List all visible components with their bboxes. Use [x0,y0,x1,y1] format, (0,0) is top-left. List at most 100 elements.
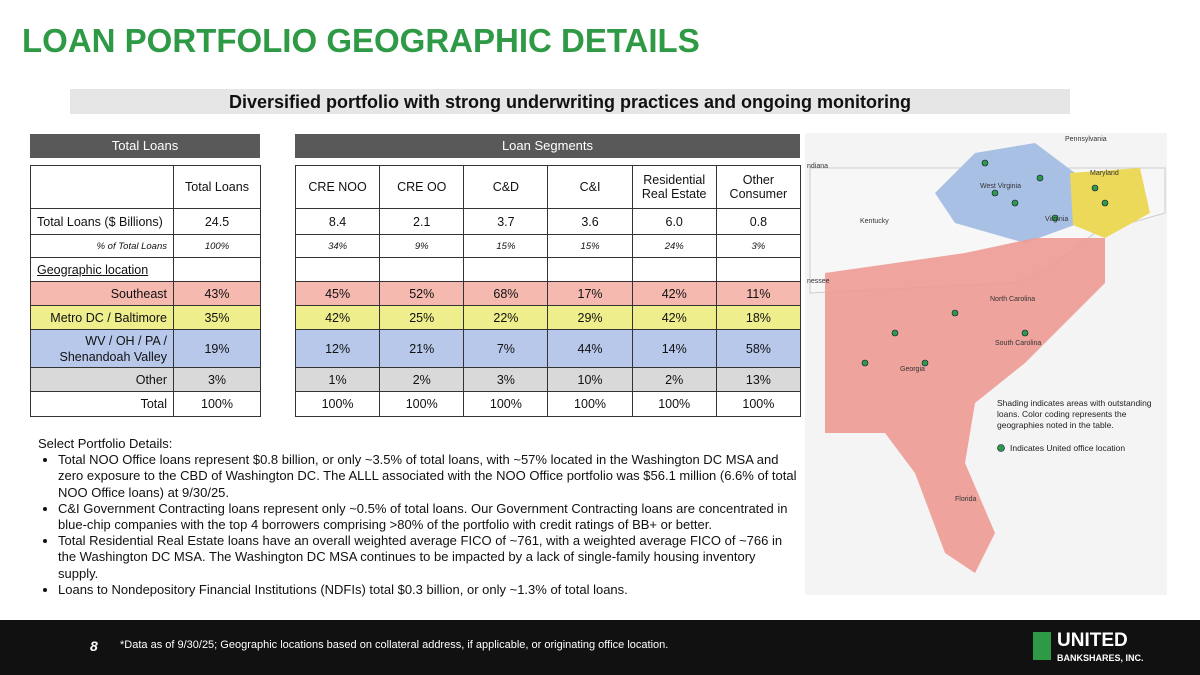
cell [715,257,802,282]
cell: 44% [547,329,633,368]
cell: 34% [294,234,381,258]
cell [379,257,465,282]
cell: 21% [379,329,465,368]
header-cell: Other Consumer [715,165,802,209]
cell: 100% [173,391,261,417]
cell: 3.7 [463,208,549,235]
row: 42% 25% 22% 29% 42% 18% [294,305,802,330]
details: Select Portfolio Details: Total NOO Offi… [38,436,798,598]
header-row: Total Loans [30,165,261,209]
map-label: Georgia [900,366,925,373]
cell: 12% [294,329,381,368]
row-label: % of Total Loans [30,234,174,258]
cell: 42% [294,305,381,330]
cell [631,257,717,282]
map-label: West Virginia [980,183,1021,190]
cell: 8.4 [294,208,381,235]
map-label: Florida [955,496,977,503]
segments-table: CRE NOO CRE OO C&D C&I Residential Real Esta… [294,165,802,417]
cell: 3% [463,367,549,392]
detail-item: Loans to Nondepository Financial Institu… [58,582,798,598]
cell: 45% [294,281,381,306]
footer: 8 *Data as of 9/30/25; Geographic locati… [0,620,1200,675]
cell: 2% [631,367,717,392]
cell: 11% [715,281,802,306]
cell: 17% [547,281,633,306]
row-label: Metro DC / Baltimore [30,305,174,330]
map-label: Virginia [1045,216,1068,223]
cell: 2% [379,367,465,392]
cell: 15% [547,234,633,258]
row: Other 3% [30,367,261,392]
row: 8.4 2.1 3.7 3.6 6.0 0.8 [294,208,802,235]
map-label: South Carolina [995,340,1041,347]
logo-top: UNITED [1057,630,1128,651]
office-dots [861,159,1109,367]
detail-item: Total Residential Real Estate loans have… [58,533,798,582]
header-row: CRE NOO CRE OO C&D C&I Residential Real Esta… [294,165,802,209]
row: 12% 21% 7% 44% 14% 58% [294,329,802,368]
row-label: Total [30,391,174,417]
cell: 100% [294,391,381,417]
cell: 3% [173,367,261,392]
region [935,143,1080,243]
map: Pennsylvania ndiana Kentucky West Virginia M… [805,133,1167,595]
map-label: Maryland [1090,170,1119,177]
map-label: Kentucky [860,218,889,225]
cell: 24% [631,234,717,258]
cell: 68% [463,281,549,306]
details-heading: Select Portfolio Details: [38,436,173,451]
row: 1% 2% 3% 10% 2% 13% [294,367,802,392]
row-label: Southeast [30,281,174,306]
header-cell: CRE OO [379,165,465,209]
row: Total Loans ($ Billions) 24.5 [30,208,261,235]
cell: 18% [715,305,802,330]
header-cell: CRE NOO [294,165,381,209]
office-legend-dot [997,444,1005,452]
header-cell: Total Loans [173,165,261,209]
cell [294,257,381,282]
map-label: nessee [807,278,830,285]
map-label: Pennsylvania [1065,136,1107,143]
header-cell: C&I [547,165,633,209]
cell [547,257,633,282]
cell: 14% [631,329,717,368]
total-heading: Total Loans [30,134,260,158]
cell: 58% [715,329,802,368]
logo-bottom: BANKSHARES, INC. [1057,653,1144,663]
cell: 10% [547,367,633,392]
detail-item: C&I Government Contracting loans represe… [58,501,798,533]
row-label: Other [30,367,174,392]
row [294,257,802,282]
cell: 100% [631,391,717,417]
cell: 100% [173,234,261,258]
row-label: Total Loans ($ Billions) [30,208,174,235]
cell: 7% [463,329,549,368]
cell: 13% [715,367,802,392]
row-label: Geographic location [30,257,174,282]
page-number: 8 [90,638,98,654]
total-table: Total Loans Total Loans ($ Billions) 24.5%… [30,165,261,417]
row: Southeast 43% [30,281,261,306]
cell: 29% [547,305,633,330]
cell: 22% [463,305,549,330]
title: LOAN PORTFOLIO GEOGRAPHIC DETAILS [22,22,700,59]
cell: 0.8 [715,208,802,235]
details-list: Total NOO Office loans represent $0.8 bi… [38,452,798,598]
cell: 24.5 [173,208,261,235]
segments-heading: Loan Segments [295,134,800,158]
header-cell: Residential Real Estate [631,165,717,209]
office-note: Indicates United office location [1010,443,1125,453]
shading-note: Shading indicates areas with outstanding… [997,398,1152,430]
cell: 43% [173,281,261,306]
row: 45% 52% 68% 17% 42% 11% [294,281,802,306]
cell [463,257,549,282]
map-label: North Carolina [990,296,1035,303]
row: % of Total Loans 100% [30,234,261,258]
cell: 25% [379,305,465,330]
cell: 100% [463,391,549,417]
cell: 3.6 [547,208,633,235]
map-label: ndiana [807,163,828,170]
region [825,238,1105,573]
